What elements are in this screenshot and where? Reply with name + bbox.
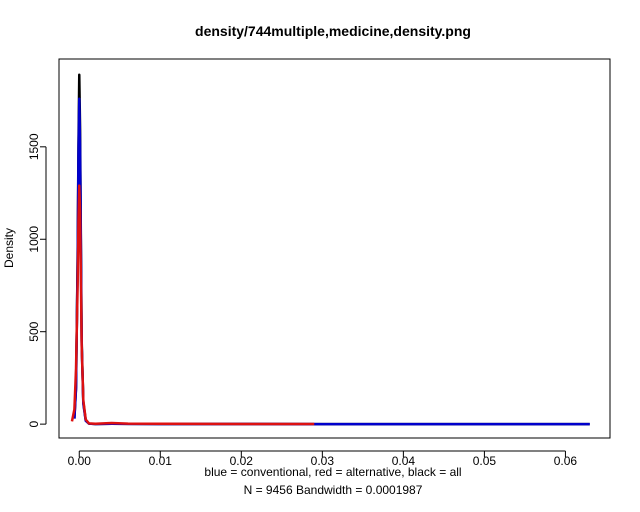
x-tick-label: 0.01 (149, 454, 173, 468)
density-line-alternative (70, 184, 315, 426)
x-tick-label: 0.04 (392, 454, 416, 468)
density-line-conventional (73, 97, 590, 426)
x-tick-label: 0.05 (473, 454, 497, 468)
x-tick-label: 0.02 (230, 454, 254, 468)
y-axis-label: Density (2, 228, 16, 268)
y-tick-label: 1000 (27, 226, 41, 253)
x-tick-label: 0.03 (311, 454, 335, 468)
plot-frame (58, 58, 611, 439)
x-axis-label-line2: N = 9456 Bandwidth = 0.0001987 (244, 483, 423, 497)
y-axis: 0 500 1000 1500 (27, 133, 47, 427)
x-tick-label: 0.06 (554, 454, 578, 468)
y-tick-label: 500 (27, 321, 41, 341)
x-axis: 0.00 0.01 0.02 0.03 0.04 0.05 0.06 (68, 450, 578, 468)
x-tick-label: 0.00 (68, 454, 92, 468)
x-axis-label-line1: blue = conventional, red = alternative, … (204, 465, 461, 479)
y-tick-label: 0 (27, 420, 41, 427)
series-layer (70, 73, 590, 426)
chart-title: density/744multiple,medicine,density.png (195, 23, 471, 39)
density-line-all (73, 73, 590, 426)
y-tick-label: 1500 (27, 133, 41, 160)
